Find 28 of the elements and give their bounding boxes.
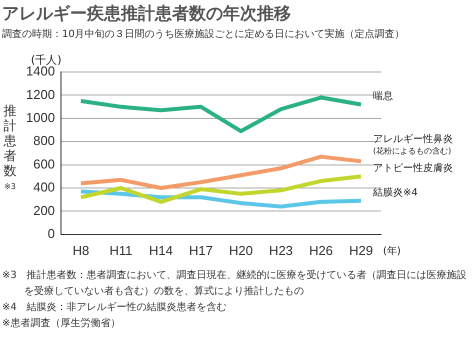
y-tick-label: 200 (33, 202, 55, 218)
series-label: アレルギー性鼻炎 (花粉によるもの含む) (372, 132, 453, 156)
text: ※3 推計患者数：患者調査において、調査日現在、継続的に医療を受けている者（調査日には医療施設を受療していない者も含む）の数を、算式により推計したもの (2, 268, 468, 299)
x-axis-title: (年) (383, 244, 401, 257)
y-tick-label: 1200 (26, 86, 55, 102)
x-tick-label: H26 (309, 242, 333, 258)
y-tick-label: 600 (33, 156, 55, 172)
y-tick-label: 1000 (26, 110, 55, 125)
x-tick-label: H20 (229, 242, 253, 258)
series-label: アトピー性皮膚炎 (372, 162, 453, 174)
chart-subtitle: 調査の時期：10月中旬の３日間のうち医療施設ごとに定める日において実施（定点調査） (2, 28, 405, 41)
chart-title: アレルギー疾患推計患者数の年次推移 (2, 3, 291, 25)
x-tick-label: H23 (269, 242, 293, 258)
x-tick-label: H29 (349, 242, 373, 258)
series-label: 喘息 (372, 90, 393, 102)
y-tick-label: 800 (33, 133, 55, 148)
x-tick-label: H14 (149, 242, 173, 258)
y-axis-title: 推計患者数※3 (2, 104, 18, 193)
y-tick-label: 0 (48, 226, 55, 241)
text: ※4 結膜炎：非アレルギー性の結膜炎患者を含む (2, 300, 228, 315)
text: (千人) (30, 53, 62, 66)
x-tick-label: H8 (72, 242, 90, 258)
y-tick-label: 400 (33, 180, 55, 195)
x-tick-label: H11 (109, 242, 132, 258)
x-tick-label: H17 (189, 242, 213, 258)
series-label: 結膜炎※4 (372, 186, 418, 198)
y-tick-label: 1400 (26, 64, 55, 79)
text: ※患者調査（厚生労働省） (2, 316, 122, 331)
